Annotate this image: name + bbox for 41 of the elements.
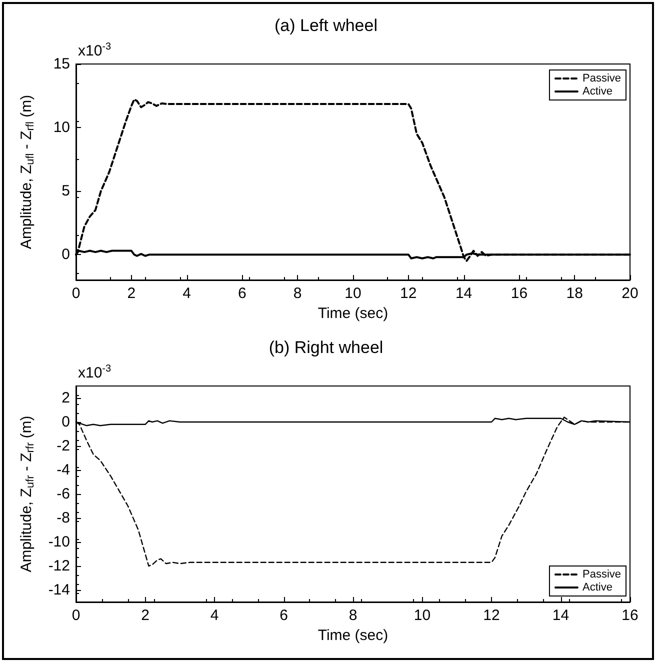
chart-title: (b) Right wheel [268, 338, 384, 357]
x-tick-label: 8 [293, 285, 302, 302]
x-tick-label: 16 [622, 607, 638, 624]
x-tick-label: 4 [182, 285, 191, 302]
y-tick-label: -4 [56, 462, 70, 478]
x-tick-label: 4 [210, 607, 219, 624]
y-tick-label: -12 [48, 558, 70, 574]
x-tick-label: 2 [141, 607, 150, 624]
y-tick-label: -10 [48, 534, 70, 550]
legend-label: Passive [582, 72, 622, 84]
x-tick-label: 12 [483, 607, 500, 624]
x-tick-label: 10 [344, 285, 362, 302]
y-tick-label: -2 [56, 438, 70, 454]
x-tick-label: 16 [510, 285, 528, 302]
x-tick-label: 6 [280, 607, 288, 624]
x-tick-label: 20 [622, 285, 638, 302]
legend-label: Active [582, 582, 612, 594]
y-tick-label: 15 [53, 56, 70, 72]
y-tick-label: -6 [56, 486, 70, 502]
y-axis-title: Amplitude, Zufl - Zrfl (m) [18, 94, 36, 250]
x-tick-label: 10 [414, 607, 431, 624]
x-tick-label: 14 [455, 285, 472, 302]
y-tick-label: 5 [62, 182, 70, 200]
y-tick-label: 10 [53, 119, 70, 136]
x-tick-label: 18 [566, 285, 583, 302]
x-tick-label: 14 [552, 607, 570, 624]
x-axis-title: Time (sec) [318, 305, 388, 322]
y-tick-label: -14 [48, 582, 70, 598]
legend-label: Active [582, 86, 612, 98]
x-tick-label: 2 [127, 285, 136, 302]
chart-title: (a) Left wheel [274, 16, 378, 35]
x-tick-label: 6 [238, 285, 246, 302]
x-tick-label: 8 [348, 607, 358, 624]
legend-label: Passive [582, 568, 622, 580]
y-axis-title: Amplitude, Zufr - Zrfr (m) [18, 416, 36, 572]
y-tick-label: -8 [56, 510, 70, 526]
x-tick-label: 12 [400, 285, 417, 302]
y-tick-label: 0 [62, 246, 70, 264]
y-tick-label: 0 [62, 414, 70, 430]
y-tick-label: 2 [62, 390, 70, 406]
x-axis-title: Time (sec) [318, 627, 388, 644]
